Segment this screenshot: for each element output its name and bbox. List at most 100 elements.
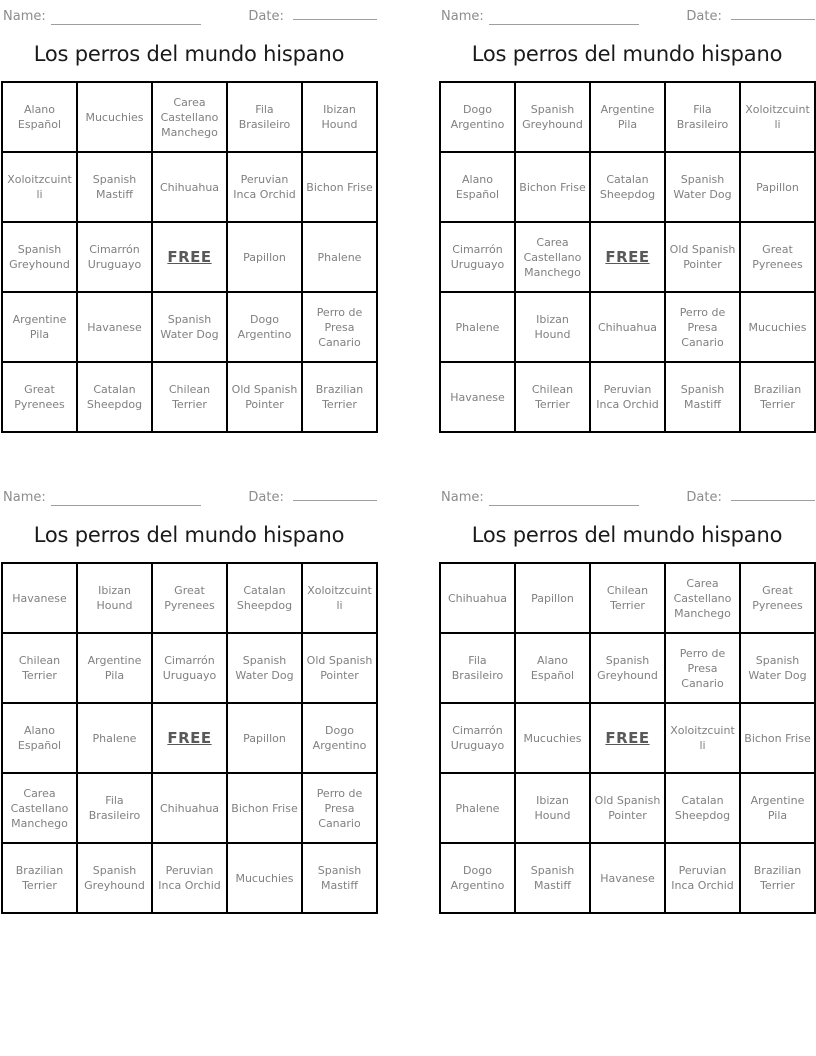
bingo-cell: Dogo Argentino (439, 81, 516, 153)
date-group: Date: (686, 5, 815, 25)
card-title: Los perros del mundo hispano (33, 42, 345, 66)
bingo-cell: Great Pyrenees (1, 361, 78, 433)
card-title: Los perros del mundo hispano (471, 42, 783, 66)
name-blank-line (488, 10, 640, 25)
bingo-cell: Havanese (439, 361, 516, 433)
bingo-cell: Fila Brasileiro (439, 632, 516, 704)
date-group: Date: (248, 486, 377, 506)
bingo-row: Fila Brasileiro Alano Español Spanish Grey… (439, 632, 816, 704)
bingo-row: Cimarrón Uruguayo Mucuchies FREE Xoloitzcui… (439, 702, 816, 774)
bingo-grid: Dogo Argentino Spanish Greyhound Argentine… (439, 81, 816, 433)
date-blank-line (293, 486, 377, 501)
bingo-cell: Xoloitzcuintli (301, 562, 378, 634)
bingo-row: Great Pyrenees Catalan Sheepdog Chilean Te… (1, 361, 378, 433)
bingo-cell: Brazilian Terrier (301, 361, 378, 433)
bingo-card: Name: Date: Los perros del mundo hispano… (439, 8, 816, 433)
bingo-cell: Brazilian Terrier (739, 842, 816, 914)
name-date-header: Name: Date: (439, 8, 815, 25)
bingo-cell: Argentine Pila (1, 291, 78, 363)
bingo-cell: Alano Español (1, 702, 78, 774)
bingo-row: Dogo Argentino Spanish Mastiff Havanese Per… (439, 842, 816, 914)
bingo-cell: Phalene (301, 221, 378, 293)
bingo-cell: Xoloitzcuintli (739, 81, 816, 153)
bingo-cell: Ibizan Hound (301, 81, 378, 153)
bingo-row: Havanese Ibizan Hound Great Pyrenees Catala… (1, 562, 378, 634)
bingo-cell: Great Pyrenees (151, 562, 228, 634)
bingo-row: Brazilian Terrier Spanish Greyhound Peruvi… (1, 842, 378, 914)
date-label: Date: (686, 490, 722, 505)
date-group: Date: (248, 5, 377, 25)
name-label: Name: (441, 9, 484, 24)
bingo-cell: Great Pyrenees (739, 221, 816, 293)
bingo-cell: Spanish Water Dog (151, 291, 228, 363)
bingo-cell: Great Pyrenees (739, 562, 816, 634)
free-space: FREE (151, 702, 228, 774)
bingo-cell: Papillon (514, 562, 591, 634)
free-space: FREE (589, 702, 666, 774)
bingo-cell: Mucuchies (514, 702, 591, 774)
bingo-cell: Dogo Argentino (301, 702, 378, 774)
bingo-cell: Papillon (739, 151, 816, 223)
bingo-cell: Havanese (1, 562, 78, 634)
bingo-cell: Ibizan Hound (76, 562, 153, 634)
bingo-cell: Spanish Water Dog (226, 632, 303, 704)
bingo-cell: Phalene (439, 772, 516, 844)
bingo-cell: Spanish Greyhound (1, 221, 78, 293)
bingo-row: Chihuahua Papillon Chilean Terrier Carea Ca… (439, 562, 816, 634)
date-blank-line (731, 5, 815, 20)
bingo-cell: Peruvian Inca Orchid (664, 842, 741, 914)
bingo-cell: Peruvian Inca Orchid (589, 361, 666, 433)
bingo-cell: Perro de Presa Canario (301, 772, 378, 844)
name-label: Name: (3, 490, 46, 505)
bingo-cell: Brazilian Terrier (739, 361, 816, 433)
name-label: Name: (441, 490, 484, 505)
bingo-cell: Brazilian Terrier (1, 842, 78, 914)
bingo-cell: Chihuahua (439, 562, 516, 634)
name-blank-line (488, 491, 640, 506)
bingo-cell: Bichon Frise (226, 772, 303, 844)
bingo-cell: Chihuahua (151, 151, 228, 223)
bingo-cell: Dogo Argentino (226, 291, 303, 363)
bingo-row: Argentine Pila Havanese Spanish Water Dog D… (1, 291, 378, 363)
bingo-cell: Phalene (439, 291, 516, 363)
card-title: Los perros del mundo hispano (33, 523, 345, 547)
bingo-row: Cimarrón Uruguayo Carea Castellano Manche… (439, 221, 816, 293)
bingo-cell: Mucuchies (226, 842, 303, 914)
card-title: Los perros del mundo hispano (471, 523, 783, 547)
bingo-cell: Spanish Greyhound (589, 632, 666, 704)
bingo-row: Phalene Ibizan Hound Chihuahua Perro de Pre… (439, 291, 816, 363)
bingo-cell: Ibizan Hound (514, 772, 591, 844)
free-space: FREE (589, 221, 666, 293)
bingo-cell: Catalan Sheepdog (226, 562, 303, 634)
bingo-cell: Alano Español (439, 151, 516, 223)
bingo-cell: Cimarrón Uruguayo (439, 221, 516, 293)
bingo-cell: Papillon (226, 702, 303, 774)
bingo-cell: Peruvian Inca Orchid (151, 842, 228, 914)
bingo-cell: Catalan Sheepdog (589, 151, 666, 223)
bingo-cell: Perro de Presa Canario (664, 632, 741, 704)
bingo-cell: Spanish Water Dog (664, 151, 741, 223)
bingo-cell: Old Spanish Pointer (226, 361, 303, 433)
bingo-cell: Fila Brasileiro (76, 772, 153, 844)
bingo-row: Phalene Ibizan Hound Old Spanish Pointer Ca… (439, 772, 816, 844)
name-blank-line (50, 10, 202, 25)
bingo-cell: Bichon Frise (301, 151, 378, 223)
bingo-cell: Cimarrón Uruguayo (151, 632, 228, 704)
bingo-cell: Spanish Mastiff (301, 842, 378, 914)
bingo-cell: Perro de Presa Canario (301, 291, 378, 363)
bingo-row: Alano Español Bichon Frise Catalan Sheepdo… (439, 151, 816, 223)
bingo-grid: Chihuahua Papillon Chilean Terrier Carea Ca… (439, 562, 816, 914)
bingo-cell: Chilean Terrier (151, 361, 228, 433)
bingo-row: Chilean Terrier Argentine Pila Cimarrón Ur… (1, 632, 378, 704)
bingo-card: Name: Date: Los perros del mundo hispano… (1, 5, 378, 433)
bingo-cell: Old Spanish Pointer (589, 772, 666, 844)
bingo-cell: Xoloitzcuintli (1, 151, 78, 223)
bingo-cell: Papillon (226, 221, 303, 293)
bingo-cell: Carea Castellano Manchego (514, 221, 591, 293)
bingo-cell: Peruvian Inca Orchid (226, 151, 303, 223)
bingo-card: Name: Date: Los perros del mundo hispano… (1, 489, 378, 914)
bingo-cell: Argentine Pila (589, 81, 666, 153)
date-label: Date: (686, 9, 722, 24)
name-date-header: Name: Date: (1, 489, 377, 506)
